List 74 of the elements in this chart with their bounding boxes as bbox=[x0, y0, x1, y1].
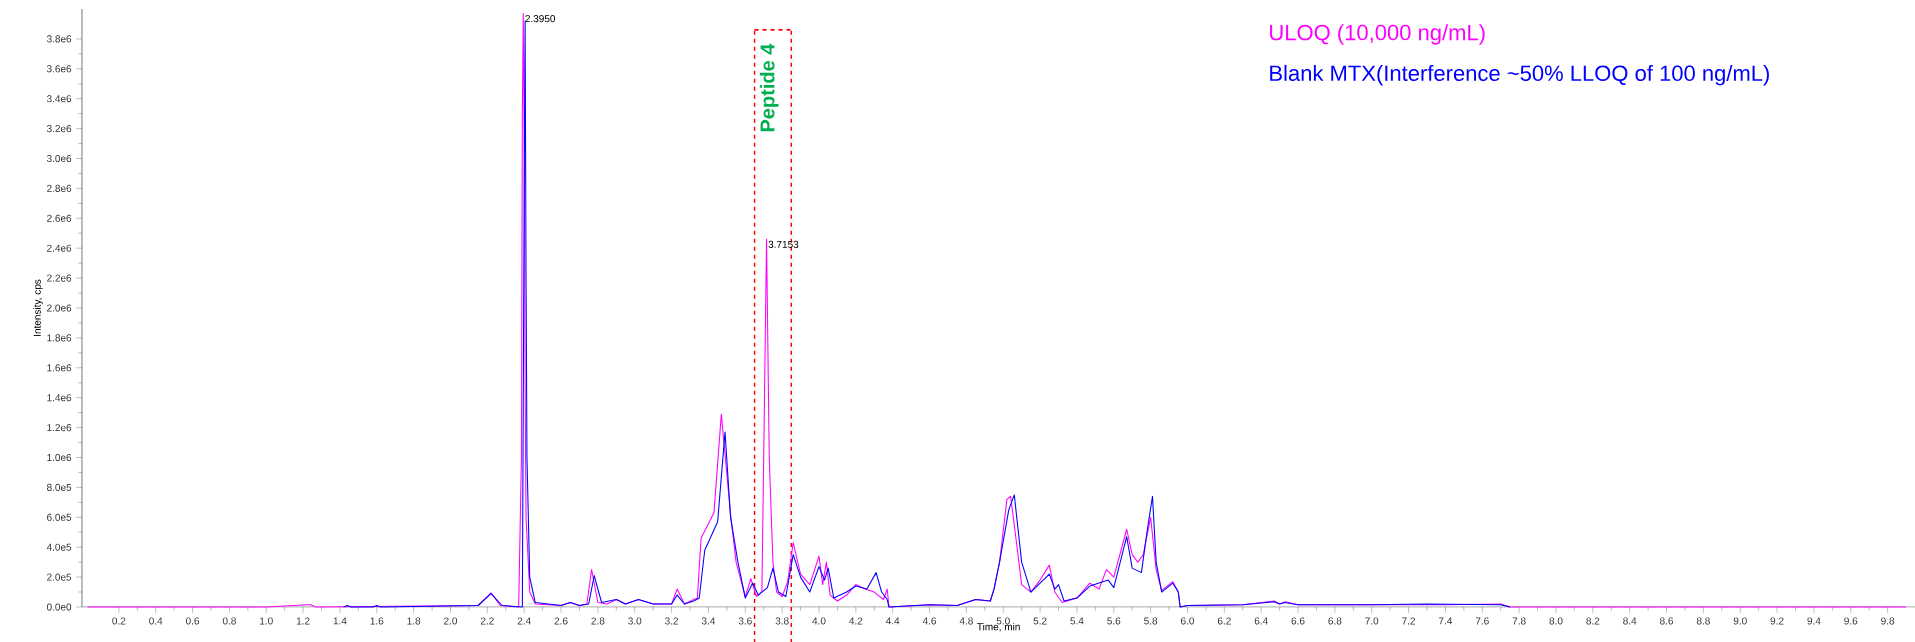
y-tick-label: 8.0e5 bbox=[47, 483, 72, 491]
x-tick-label: 8.0 bbox=[1549, 617, 1563, 625]
x-tick-label: 9.8 bbox=[1881, 617, 1895, 625]
y-tick-label: 2.4e6 bbox=[47, 244, 72, 252]
x-tick-label: 2.6 bbox=[554, 617, 568, 625]
x-tick-label: 3.0 bbox=[628, 617, 642, 625]
annotation: 3.7153 bbox=[768, 240, 799, 248]
x-tick-label: 5.2 bbox=[1033, 617, 1047, 625]
x-tick-label: 2.2 bbox=[480, 617, 494, 625]
y-tick-label: 2.8e6 bbox=[47, 184, 72, 192]
x-tick-label: 9.4 bbox=[1807, 617, 1821, 625]
x-tick-label: 4.6 bbox=[922, 617, 937, 625]
y-tick-label: 3.0e6 bbox=[46, 154, 72, 163]
x-tick-label: 5.6 bbox=[1107, 617, 1121, 625]
y-tick-label: 1.6e6 bbox=[47, 364, 72, 372]
x-tick-label: 8.4 bbox=[1623, 617, 1637, 625]
x-tick-label: 1.8 bbox=[407, 617, 421, 625]
x-tick-label: 7.8 bbox=[1512, 617, 1526, 625]
y-axis-title: Intensity, cps bbox=[33, 279, 43, 336]
x-tick-label: 0.4 bbox=[149, 617, 163, 625]
x-tick-label: 8.2 bbox=[1586, 617, 1600, 625]
y-tick-label: 4.0e5 bbox=[46, 543, 72, 551]
x-tick-label: 3.8 bbox=[775, 617, 789, 625]
y-tick-label: 2.6e6 bbox=[47, 214, 72, 222]
y-tick-label: 0.0e0 bbox=[46, 603, 72, 611]
y-tick-label: 3.6e6 bbox=[46, 65, 72, 73]
x-tick-label: 0.8 bbox=[222, 617, 236, 625]
x-tick-label: 0.2 bbox=[112, 617, 126, 625]
x-tick-label: 8.6 bbox=[1660, 617, 1674, 625]
x-tick-label: 9.0 bbox=[1733, 617, 1747, 625]
x-tick-label: 6.2 bbox=[1217, 617, 1231, 625]
x-tick-label: 1.4 bbox=[333, 617, 347, 625]
x-tick-label: 5.8 bbox=[1144, 617, 1158, 625]
y-tick-label: 1.2e6 bbox=[47, 424, 72, 432]
x-tick-label: 3.2 bbox=[665, 617, 679, 625]
x-tick-label: 8.8 bbox=[1696, 617, 1710, 625]
y-tick-label: 3.4e6 bbox=[46, 95, 72, 103]
x-tick-label: 2.4 bbox=[517, 617, 531, 625]
y-tick-label: 3.2e6 bbox=[46, 125, 72, 133]
x-tick-label: 4.4 bbox=[885, 617, 900, 625]
x-tick-label: 3.6 bbox=[738, 617, 752, 625]
x-tick-label: 7.4 bbox=[1439, 617, 1453, 625]
x-tick-label: 4.8 bbox=[959, 617, 973, 625]
x-tick-label: 6.8 bbox=[1328, 617, 1342, 625]
x-tick-label: 1.6 bbox=[370, 617, 384, 625]
x-tick-label: 3.4 bbox=[701, 617, 716, 625]
text: ULOQ (10,000 ng/mL) bbox=[1270, 24, 1485, 45]
x-tick-label: 0.6 bbox=[186, 617, 200, 625]
x-tick-label: 2.8 bbox=[591, 617, 605, 625]
y-tick-label: 3.8e6 bbox=[46, 35, 72, 43]
x-tick-label: 7.2 bbox=[1402, 617, 1416, 625]
x-tick-label: 7.0 bbox=[1365, 617, 1379, 625]
x-tick-label: 1.2 bbox=[296, 617, 310, 625]
x-tick-label: 6.6 bbox=[1291, 617, 1305, 625]
y-tick-label: 1.0e6 bbox=[47, 453, 72, 462]
y-tick-label: 1.8e6 bbox=[47, 334, 72, 342]
x-tick-label: 6.4 bbox=[1254, 617, 1268, 625]
annotation: 2.3950 bbox=[525, 15, 556, 23]
y-tick-label: 6.0e5 bbox=[47, 513, 72, 521]
ref-line-label: Peptide 4 bbox=[759, 43, 779, 132]
x-tick-label: 9.2 bbox=[1770, 617, 1784, 625]
y-tick-label: 2.2e6 bbox=[47, 274, 72, 282]
x-tick-label: 7.6 bbox=[1475, 617, 1489, 625]
y-tick-label: 2.0e5 bbox=[47, 573, 72, 581]
x-tick-label: 4.2 bbox=[849, 617, 863, 625]
x-tick-label: 9.6 bbox=[1844, 617, 1858, 625]
x-tick-label: 6.0 bbox=[1181, 617, 1195, 625]
y-tick-label: 2.0e6 bbox=[47, 304, 72, 312]
x-tick-label: 4.0 bbox=[812, 617, 826, 625]
x-tick-label: 1.0 bbox=[260, 617, 273, 625]
y-tick-label: 1.4e6 bbox=[47, 394, 72, 402]
x-tick-label: 5.4 bbox=[1070, 617, 1084, 625]
text: Blank MTX(Interference ~50% LLOQ of 100 ng/mL) bbox=[1270, 64, 1769, 86]
x-tick-label: 2.0 bbox=[444, 617, 458, 625]
